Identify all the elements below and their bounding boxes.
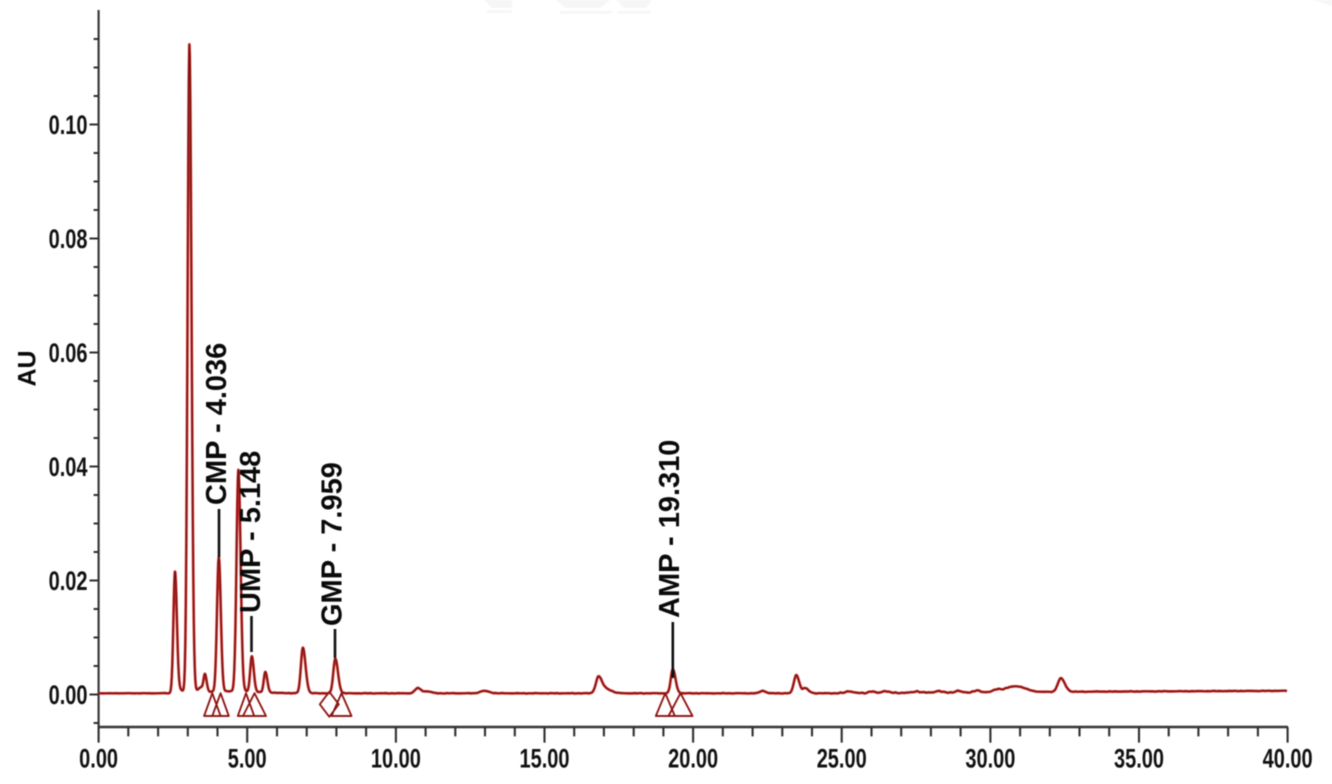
svg-text:UMP - 5.148: UMP - 5.148 — [235, 451, 267, 613]
svg-text:AU: AU — [14, 350, 42, 386]
svg-text:AMP - 19.310: AMP - 19.310 — [654, 440, 686, 618]
svg-text:5.00: 5.00 — [228, 743, 267, 774]
svg-text:0.04: 0.04 — [49, 452, 89, 483]
svg-text:GMP - 7.959: GMP - 7.959 — [316, 462, 348, 626]
svg-text:0.06: 0.06 — [49, 338, 88, 369]
svg-text:0.10: 0.10 — [49, 110, 88, 141]
svg-text:CMP - 4.036: CMP - 4.036 — [201, 343, 233, 505]
svg-text:0.02: 0.02 — [49, 566, 88, 597]
svg-text:15.00: 15.00 — [519, 743, 569, 774]
svg-text:25.00: 25.00 — [817, 743, 867, 774]
svg-text:35.00: 35.00 — [1114, 743, 1164, 774]
svg-text:0.08: 0.08 — [49, 224, 88, 255]
svg-text:40.00: 40.00 — [1263, 743, 1313, 774]
svg-text:20.00: 20.00 — [668, 743, 718, 774]
svg-text:0.00: 0.00 — [79, 743, 118, 774]
svg-text:30.00: 30.00 — [965, 743, 1015, 774]
svg-text:0.00: 0.00 — [49, 680, 88, 711]
svg-text:10.00: 10.00 — [371, 743, 421, 774]
